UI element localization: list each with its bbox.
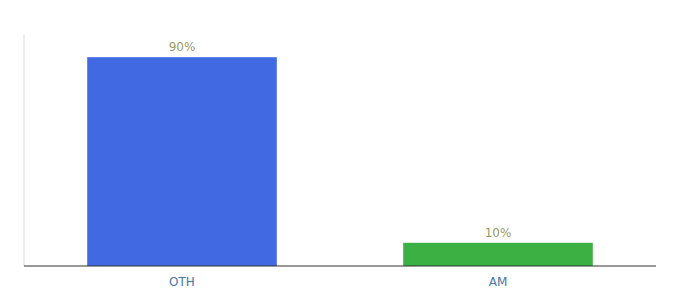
bar: [87, 57, 277, 266]
data-label: 10%: [485, 226, 512, 240]
y-axis-line: [24, 34, 25, 266]
bars: [87, 57, 593, 266]
data-label: 90%: [169, 40, 196, 54]
plot-area: 90% 10% OTH AM: [24, 34, 656, 289]
chart-svg: 90% 10% OTH AM: [0, 0, 680, 300]
bar: [403, 243, 593, 266]
x-tick-label: AM: [489, 275, 508, 289]
x-axis-line: [24, 266, 656, 267]
chart-container: 90% 10% OTH AM: [0, 0, 680, 300]
x-tick-label: OTH: [169, 275, 195, 289]
